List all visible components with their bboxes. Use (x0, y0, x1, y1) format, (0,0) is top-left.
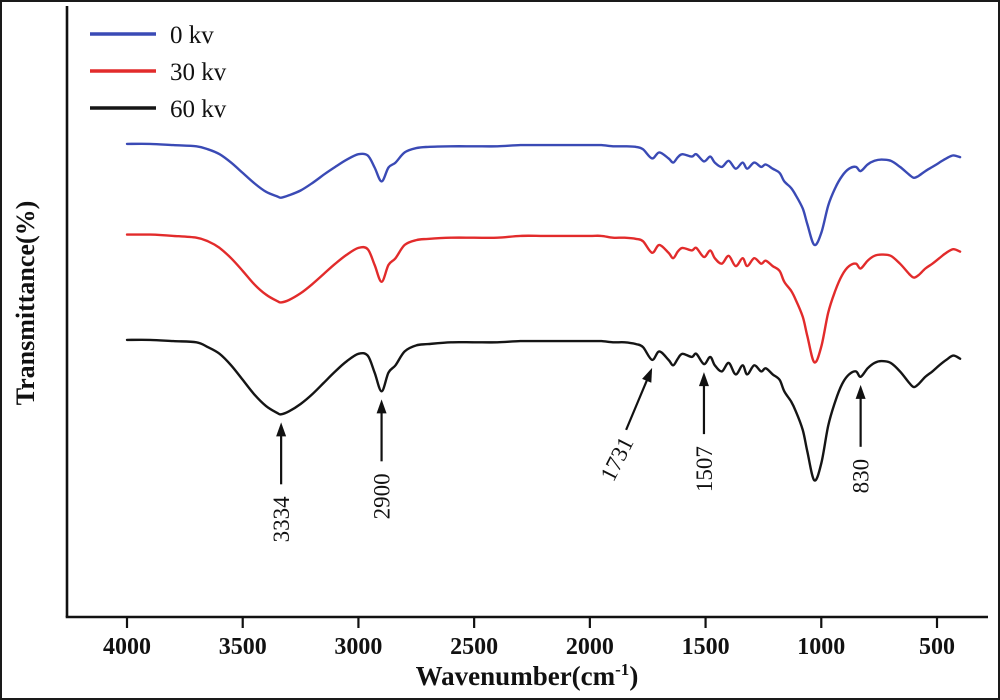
x-tick-label: 500 (919, 634, 955, 660)
x-axis-label-close: ) (629, 661, 639, 691)
spectrum-curve-30kv (125, 233, 962, 364)
annotation-label: 3334 (269, 496, 294, 543)
x-tick-label: 2000 (566, 634, 614, 660)
annotation-label: 2900 (370, 473, 395, 519)
x-tick-label: 4000 (103, 634, 151, 660)
legend-label: 0 kv (170, 22, 214, 49)
annotation-arrow-head (698, 372, 709, 387)
legend-label: 60 kv (170, 96, 227, 123)
x-tick-label: 1000 (797, 634, 845, 660)
x-axis-label-superscript: -1 (615, 660, 630, 679)
x-tick-label: 3500 (219, 634, 267, 660)
spectrum-curve-0kv (125, 142, 962, 247)
x-tick-label: 1500 (682, 634, 730, 660)
spectrum-curve-60kv (125, 338, 962, 482)
annotation-arrow-shaft (625, 376, 650, 431)
annotation-label: 1731 (595, 433, 638, 485)
annotation-arrow-head (855, 384, 866, 399)
legend-label: 30 kv (170, 59, 227, 86)
x-axis-label: Wavenumber(cm-1) (67, 660, 987, 692)
y-axis-label: Transmittance(%) (11, 200, 40, 406)
annotation-arrow-head (376, 399, 387, 414)
annotation-arrow-head (276, 422, 287, 437)
annotation-label: 1507 (692, 446, 717, 492)
annotation-label: 830 (849, 459, 874, 494)
x-tick-label: 3000 (334, 634, 382, 660)
annotation-arrow-head (642, 367, 653, 383)
x-tick-label: 2500 (450, 634, 498, 660)
x-axis-label-text: Wavenumber(cm (415, 661, 616, 691)
